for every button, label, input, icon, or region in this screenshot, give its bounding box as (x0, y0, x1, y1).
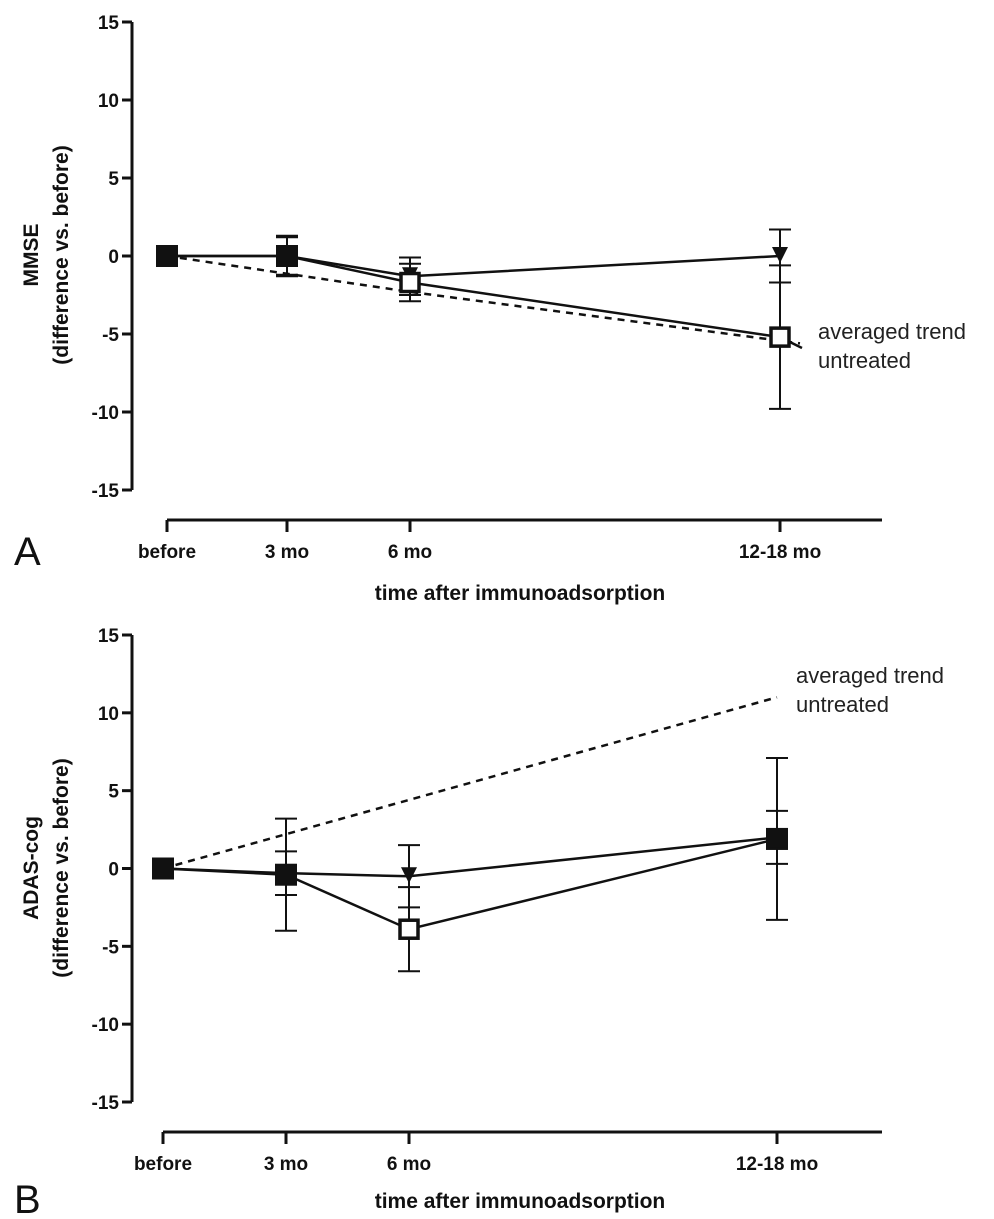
y-axis-title-line2: (difference vs. before) (50, 145, 73, 364)
trend-annotation: averaged trend (818, 319, 966, 344)
y-tick-label: -10 (92, 403, 119, 424)
filled-square-marker (766, 827, 788, 850)
x-axis-title: time after immunoadsorption (375, 582, 666, 605)
y-tick-label: 10 (98, 91, 119, 112)
y-tick-label: -15 (92, 1093, 120, 1114)
y-axis-title-line2: (difference vs. before) (50, 758, 73, 977)
x-tick-label: 3 mo (265, 542, 309, 563)
y-axis-title: MMSE (20, 224, 43, 287)
filled-square-marker (152, 857, 174, 880)
y-tick-label: -15 (92, 481, 120, 502)
x-tick-label: before (138, 542, 196, 563)
y-tick-label: 15 (98, 13, 120, 34)
y-tick-label: 5 (108, 169, 119, 190)
y-tick-label: 15 (98, 626, 120, 647)
trend-line (162, 696, 778, 870)
filled-square-marker (156, 245, 178, 267)
filled-square-marker (275, 863, 297, 886)
x-tick-label: 6 mo (387, 1154, 431, 1175)
y-tick-label: 0 (108, 860, 119, 881)
y-tick-label: 5 (108, 782, 119, 803)
triangle-marker (772, 247, 788, 263)
panel-b: 15 10 5 0 -5 -10 -15 before 3 mo 6 mo 12-18 mo time… (14, 626, 944, 1219)
y-tick-label: -10 (92, 1015, 119, 1036)
y-tick-label: 0 (108, 247, 119, 268)
triangle-marker (401, 867, 417, 884)
x-tick-label: 12-18 mo (736, 1154, 818, 1175)
y-tick-label: -5 (102, 325, 119, 346)
panel-letter: A (14, 530, 41, 574)
panel-a: 15 10 5 0 -5 -10 -15 before 3 mo 6 mo 12-18 mo time… (14, 13, 966, 605)
x-tick-label: 6 mo (388, 542, 432, 563)
x-tick-label: 12-18 mo (739, 542, 821, 563)
open-square-marker (769, 326, 791, 348)
x-tick-label: 3 mo (264, 1154, 308, 1175)
filled-square-marker (276, 245, 298, 267)
x-axis-title: time after immunoadsorption (375, 1190, 666, 1213)
trend-annotation: averaged trend (796, 663, 944, 688)
series-line (167, 254, 781, 278)
open-square-marker (399, 271, 421, 294)
open-square-marker (398, 918, 420, 940)
y-tick-label: -5 (102, 937, 119, 958)
panel-letter: B (14, 1178, 41, 1219)
y-tick-label: 10 (98, 704, 119, 725)
x-tick-label: before (134, 1154, 192, 1175)
series-line (162, 837, 778, 931)
y-axis-title: ADAS-cog (20, 816, 43, 920)
trend-annotation: untreated (818, 348, 911, 373)
trend-line (166, 254, 801, 345)
trend-annotation: untreated (796, 692, 889, 717)
